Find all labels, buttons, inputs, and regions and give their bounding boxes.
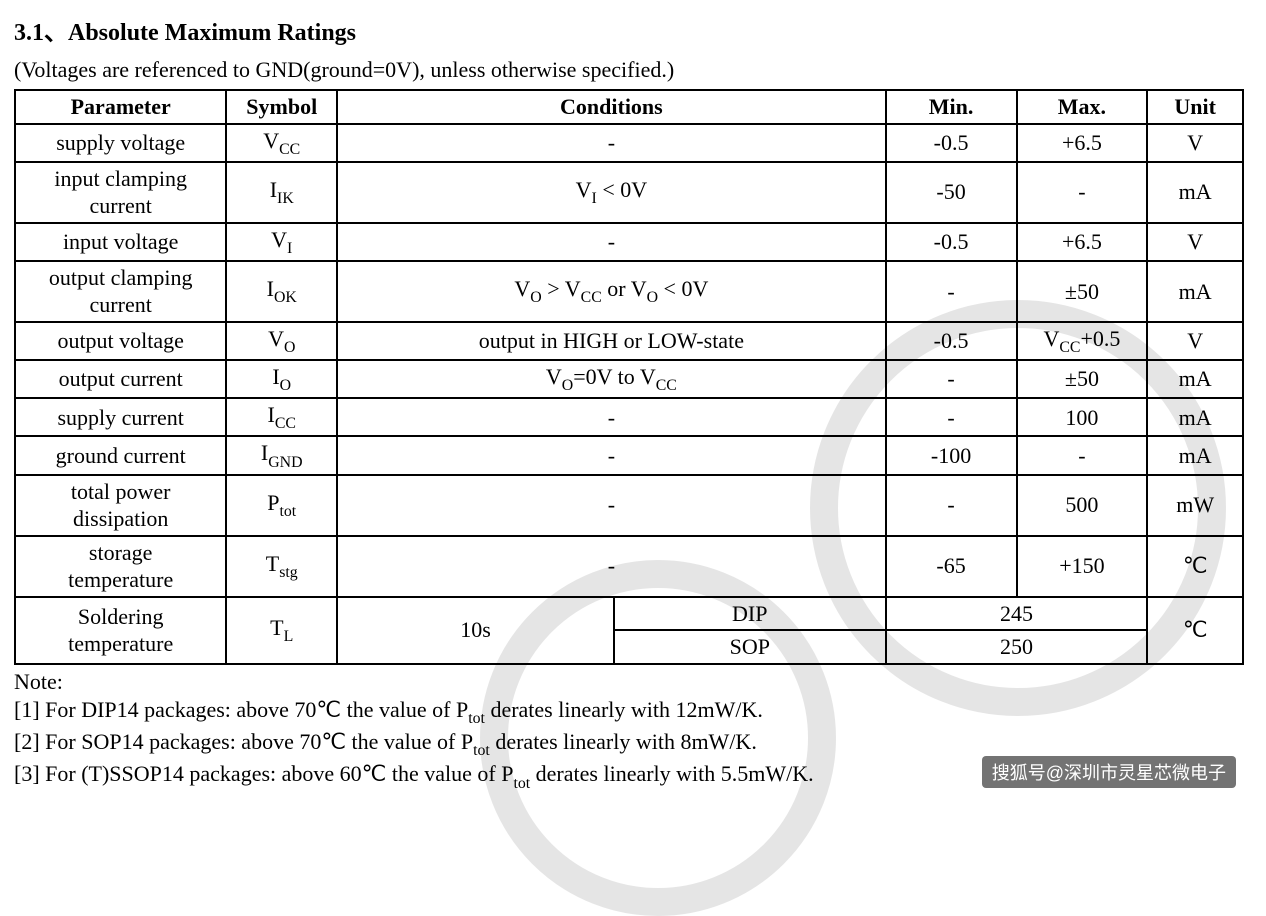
cell-unit: ℃ [1147, 536, 1243, 597]
cell-symbol: ICC [226, 398, 337, 436]
table-header-row: Parameter Symbol Conditions Min. Max. Un… [15, 90, 1243, 124]
col-symbol: Symbol [226, 90, 337, 124]
notes-block: Note: [1] For DIP14 packages: above 70℃ … [14, 669, 1252, 792]
cell-unit: ℃ [1147, 597, 1243, 664]
cell-unit: mA [1147, 398, 1243, 436]
cell-param: output clampingcurrent [15, 261, 226, 322]
table-row: ground current IGND - -100 - mA [15, 436, 1243, 474]
cell-unit: V [1147, 322, 1243, 360]
cell-min: - [886, 261, 1017, 322]
cell-cond-time: 10s [337, 597, 614, 664]
table-row: output current IO VO=0V to VCC - ±50 mA [15, 360, 1243, 398]
cell-param: supply current [15, 398, 226, 436]
cell-unit: mA [1147, 436, 1243, 474]
cell-unit: mA [1147, 261, 1243, 322]
cell-min: - [886, 398, 1017, 436]
note-2: [2] For SOP14 packages: above 70℃ the va… [14, 729, 1252, 759]
section-subtitle: (Voltages are referenced to GND(ground=0… [14, 57, 1252, 83]
cell-max: ±50 [1017, 261, 1148, 322]
table-row: output clampingcurrent IOK VO > VCC or V… [15, 261, 1243, 322]
cell-unit: mA [1147, 162, 1243, 223]
section-heading: 3.1、Absolute Maximum Ratings [14, 12, 1252, 47]
cell-param: supply voltage [15, 124, 226, 162]
cell-unit: V [1147, 223, 1243, 261]
cell-cond-pkg: DIP [614, 597, 886, 631]
cell-symbol: VCC [226, 124, 337, 162]
col-conditions: Conditions [337, 90, 886, 124]
cell-cond: output in HIGH or LOW-state [337, 322, 886, 360]
cell-max: 100 [1017, 398, 1148, 436]
cell-symbol: Tstg [226, 536, 337, 597]
cell-cond: - [337, 223, 886, 261]
cell-param: output current [15, 360, 226, 398]
cell-param: total powerdissipation [15, 475, 226, 536]
table-row: total powerdissipation Ptot - - 500 mW [15, 475, 1243, 536]
cell-min: -50 [886, 162, 1017, 223]
col-min: Min. [886, 90, 1017, 124]
table-row: Solderingtemperature TL 10s DIP 245 ℃ [15, 597, 1243, 631]
cell-symbol: TL [226, 597, 337, 664]
cell-min: - [886, 475, 1017, 536]
cell-max: ±50 [1017, 360, 1148, 398]
cell-cond: - [337, 475, 886, 536]
table-row: input voltage VI - -0.5 +6.5 V [15, 223, 1243, 261]
section-number: 3.1、 [14, 20, 68, 46]
cell-symbol: IOK [226, 261, 337, 322]
cell-cond: - [337, 536, 886, 597]
cell-minmax: 245 [886, 597, 1148, 631]
cell-symbol: VO [226, 322, 337, 360]
cell-minmax: 250 [886, 630, 1148, 664]
cell-cond: VO > VCC or VO < 0V [337, 261, 886, 322]
cell-max: +6.5 [1017, 223, 1148, 261]
table-row: input clampingcurrent IIK VI < 0V -50 - … [15, 162, 1243, 223]
table-row: output voltage VO output in HIGH or LOW-… [15, 322, 1243, 360]
cell-symbol: Ptot [226, 475, 337, 536]
cell-param: storagetemperature [15, 536, 226, 597]
cell-min: - [886, 360, 1017, 398]
notes-heading: Note: [14, 669, 1252, 695]
cell-cond: VO=0V to VCC [337, 360, 886, 398]
cell-param: Solderingtemperature [15, 597, 226, 664]
cell-unit: mW [1147, 475, 1243, 536]
cell-cond-pkg: SOP [614, 630, 886, 664]
cell-min: -0.5 [886, 322, 1017, 360]
ratings-table: Parameter Symbol Conditions Min. Max. Un… [14, 89, 1244, 665]
table-row: supply current ICC - - 100 mA [15, 398, 1243, 436]
cell-cond: - [337, 436, 886, 474]
cell-unit: V [1147, 124, 1243, 162]
cell-min: -100 [886, 436, 1017, 474]
cell-min: -65 [886, 536, 1017, 597]
cell-param: output voltage [15, 322, 226, 360]
cell-cond: VI < 0V [337, 162, 886, 223]
col-unit: Unit [1147, 90, 1243, 124]
cell-max: VCC+0.5 [1017, 322, 1148, 360]
cell-min: -0.5 [886, 223, 1017, 261]
cell-symbol: IO [226, 360, 337, 398]
table-row: storagetemperature Tstg - -65 +150 ℃ [15, 536, 1243, 597]
note-1: [1] For DIP14 packages: above 70℃ the va… [14, 697, 1252, 727]
cell-max: 500 [1017, 475, 1148, 536]
cell-cond: - [337, 124, 886, 162]
cell-max: - [1017, 436, 1148, 474]
cell-min: -0.5 [886, 124, 1017, 162]
cell-symbol: VI [226, 223, 337, 261]
note-3: [3] For (T)SSOP14 packages: above 60℃ th… [14, 761, 1252, 791]
cell-max: +6.5 [1017, 124, 1148, 162]
cell-symbol: IGND [226, 436, 337, 474]
cell-max: +150 [1017, 536, 1148, 597]
cell-param: input voltage [15, 223, 226, 261]
cell-param: ground current [15, 436, 226, 474]
cell-max: - [1017, 162, 1148, 223]
table-row: supply voltage VCC - -0.5 +6.5 V [15, 124, 1243, 162]
cell-unit: mA [1147, 360, 1243, 398]
cell-param: input clampingcurrent [15, 162, 226, 223]
cell-symbol: IIK [226, 162, 337, 223]
col-parameter: Parameter [15, 90, 226, 124]
col-max: Max. [1017, 90, 1148, 124]
section-title-text: Absolute Maximum Ratings [68, 20, 356, 46]
cell-cond: - [337, 398, 886, 436]
